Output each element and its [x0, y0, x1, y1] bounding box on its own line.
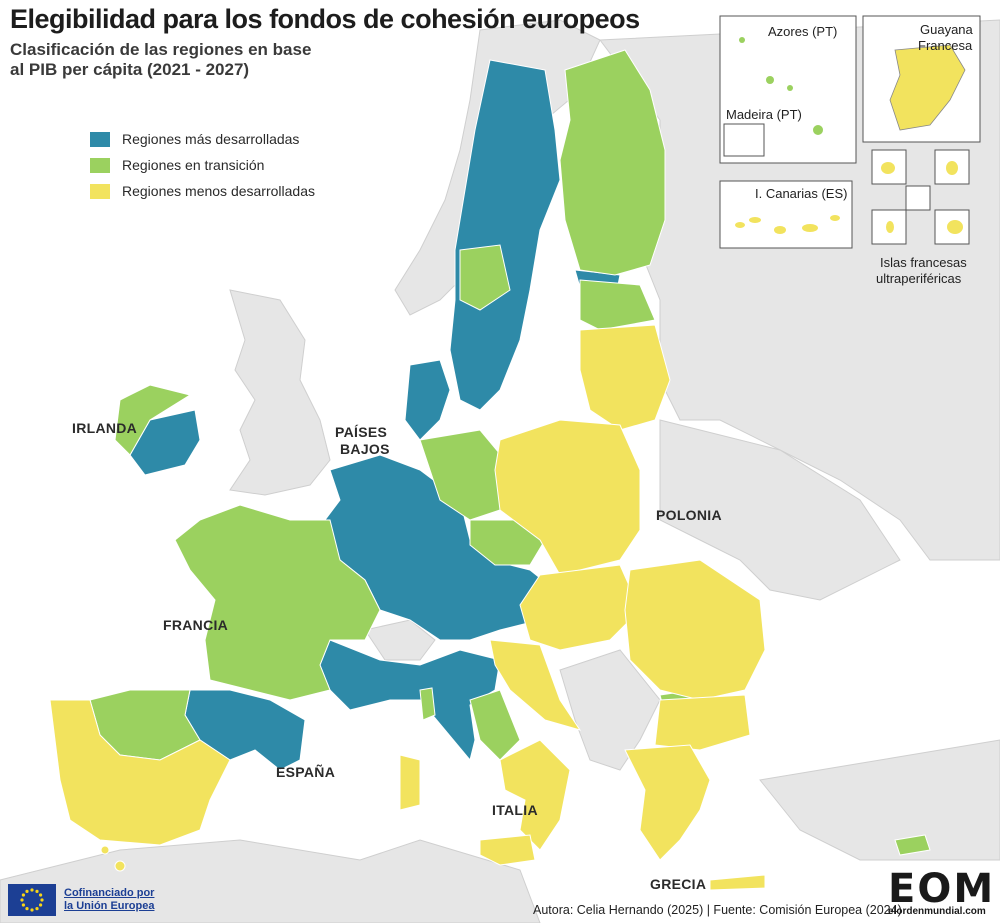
- inset-canarias: [719, 180, 853, 249]
- eu-cofunding: Cofinanciado por la Unión Europea: [8, 884, 154, 916]
- regions-more-developed: [129, 59, 621, 771]
- legend-label: Regiones menos desarrolladas: [122, 183, 315, 199]
- label-francia: FRANCIA: [163, 617, 229, 633]
- eu-line-2: la Unión Europea: [64, 900, 155, 912]
- legend-swatch-blue: [90, 131, 110, 147]
- legend-item-more-developed: Regiones más desarrolladas: [90, 126, 315, 152]
- label-italia: ITALIA: [492, 802, 538, 818]
- guayana-shape: [889, 44, 966, 131]
- legend-label: Regiones en transición: [122, 157, 265, 173]
- page-title: Elegibilidad para los fondos de cohesión…: [10, 4, 640, 34]
- label-grecia: GRECIA: [650, 876, 707, 892]
- label-islas-francesas-2: ultraperiféricas: [876, 271, 962, 286]
- label-polonia: POLONIA: [656, 507, 722, 523]
- legend-label: Regiones más desarrolladas: [122, 131, 300, 147]
- page-subtitle: Clasificación de las regiones en base al…: [10, 40, 312, 79]
- eom-logo: EOM: [888, 866, 996, 912]
- label-guayana-1: Guayana: [920, 22, 973, 37]
- label-paises-bajos-2: BAJOS: [340, 441, 390, 457]
- legend-item-less-developed: Regiones menos desarrolladas: [90, 178, 315, 204]
- label-canarias: I. Canarias (ES): [755, 186, 848, 201]
- label-azores: Azores (PT): [768, 24, 838, 39]
- label-islas-francesas-1: Islas francesas: [880, 255, 967, 270]
- label-paises-bajos-1: PAÍSES: [335, 424, 388, 440]
- label-guayana-2: Francesa: [918, 38, 973, 53]
- canarias-islands: [735, 215, 840, 234]
- credit-text: Autora: Celia Hernando (2025) | Fuente: …: [533, 903, 902, 917]
- islas-francesas-shapes: [881, 161, 963, 234]
- regions-transition: [89, 49, 931, 856]
- label-espana: ESPAÑA: [276, 764, 336, 780]
- legend-swatch-green: [90, 157, 110, 173]
- label-irlanda: IRLANDA: [72, 420, 138, 436]
- legend-swatch-yellow: [90, 183, 110, 199]
- eom-site: elordenmundial.com: [888, 906, 986, 917]
- azores-islands: [739, 37, 823, 135]
- label-madeira: Madeira (PT): [726, 107, 802, 122]
- eu-text: Cofinanciado por la Unión Europea: [64, 887, 154, 913]
- legend: Regiones más desarrolladas Regiones en t…: [90, 126, 315, 204]
- eu-line-1: Cofinanciado por: [64, 887, 155, 899]
- regions-less-developed: [49, 324, 766, 891]
- inset-madeira-box: [723, 123, 765, 157]
- eu-flag-icon: [8, 884, 56, 916]
- legend-item-transition: Regiones en transición: [90, 152, 315, 178]
